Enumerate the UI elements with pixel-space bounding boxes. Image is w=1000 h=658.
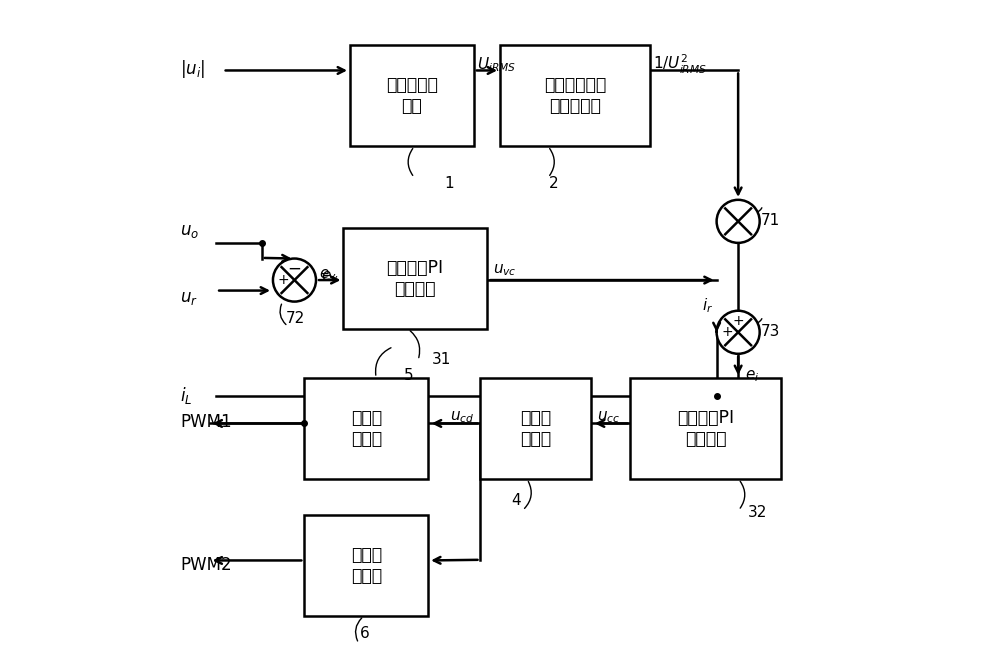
Circle shape bbox=[717, 311, 760, 354]
Text: 32: 32 bbox=[748, 505, 767, 520]
Text: $u_{vc}$: $u_{vc}$ bbox=[493, 263, 517, 278]
Text: 72: 72 bbox=[286, 311, 305, 326]
FancyBboxPatch shape bbox=[304, 378, 428, 479]
Text: $i_r$: $i_r$ bbox=[702, 296, 713, 315]
Text: $1/U^2_{iRMS}$: $1/U^2_{iRMS}$ bbox=[653, 53, 707, 76]
Text: 71: 71 bbox=[761, 213, 780, 228]
FancyBboxPatch shape bbox=[500, 45, 650, 146]
Text: 有效値平方倍
数计算模块: 有效値平方倍 数计算模块 bbox=[544, 76, 606, 115]
Text: 1: 1 bbox=[445, 176, 454, 191]
Text: 脉冲形
成模块: 脉冲形 成模块 bbox=[351, 409, 382, 448]
Text: PWM1: PWM1 bbox=[180, 413, 232, 430]
Circle shape bbox=[273, 259, 316, 301]
Text: 有效値计算
模块: 有效値计算 模块 bbox=[386, 76, 438, 115]
Text: $u_{cd}$: $u_{cd}$ bbox=[450, 409, 474, 425]
FancyBboxPatch shape bbox=[350, 45, 474, 146]
FancyBboxPatch shape bbox=[304, 515, 428, 616]
Text: 31: 31 bbox=[431, 352, 451, 367]
Text: $i_L$: $i_L$ bbox=[180, 385, 193, 406]
Text: 73: 73 bbox=[761, 324, 780, 339]
FancyBboxPatch shape bbox=[343, 228, 487, 329]
Text: 2: 2 bbox=[549, 176, 559, 191]
FancyBboxPatch shape bbox=[480, 378, 591, 479]
Text: 信号离
散模块: 信号离 散模块 bbox=[520, 409, 551, 448]
Text: 5: 5 bbox=[403, 368, 413, 383]
Text: 4: 4 bbox=[512, 494, 521, 509]
Text: 6: 6 bbox=[360, 626, 369, 641]
Text: 电压环准PI
调节模块: 电压环准PI 调节模块 bbox=[387, 259, 444, 298]
Text: 脉冲求
补模块: 脉冲求 补模块 bbox=[351, 546, 382, 585]
Text: $U_{iRMS}$: $U_{iRMS}$ bbox=[477, 55, 516, 74]
Text: $u_o$: $u_o$ bbox=[180, 222, 199, 240]
Circle shape bbox=[717, 200, 760, 243]
Text: $e_i$: $e_i$ bbox=[745, 368, 759, 384]
Text: $u_r$: $u_r$ bbox=[180, 289, 198, 307]
Text: +: + bbox=[277, 273, 289, 287]
Text: $e_v$: $e_v$ bbox=[321, 269, 339, 285]
Text: −: − bbox=[288, 260, 301, 278]
Text: $|u_i|$: $|u_i|$ bbox=[180, 59, 206, 80]
Text: +: + bbox=[732, 314, 744, 328]
Text: $e_v$: $e_v$ bbox=[319, 268, 336, 284]
Text: $u_{cc}$: $u_{cc}$ bbox=[597, 409, 621, 425]
FancyBboxPatch shape bbox=[630, 378, 781, 479]
Text: 电流环准PI
调节模块: 电流环准PI 调节模块 bbox=[677, 409, 734, 448]
Text: +: + bbox=[721, 325, 733, 340]
Text: PWM2: PWM2 bbox=[180, 556, 232, 574]
